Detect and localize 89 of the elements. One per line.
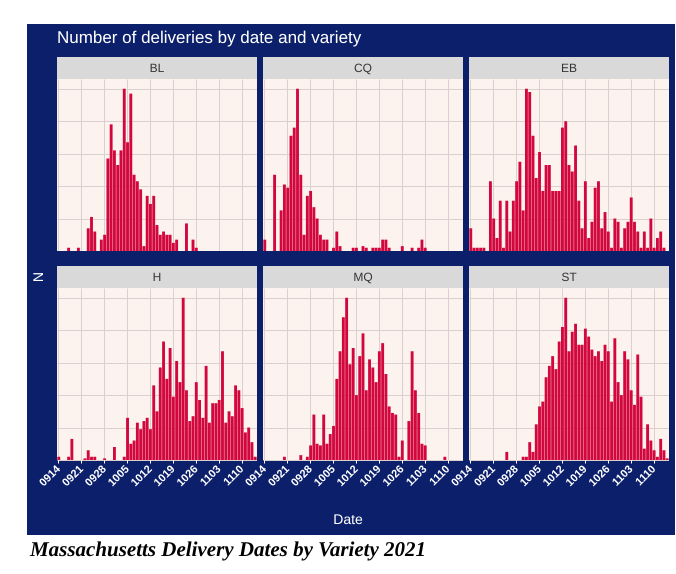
bar <box>282 456 286 460</box>
bar <box>362 246 364 251</box>
bar <box>642 232 646 251</box>
bar <box>488 181 492 251</box>
bar <box>574 324 577 460</box>
bar <box>204 366 208 460</box>
bar <box>345 298 348 460</box>
bar <box>476 248 479 251</box>
bar <box>659 438 662 460</box>
bar <box>584 328 587 460</box>
bar <box>162 232 165 251</box>
bar <box>623 351 626 460</box>
bar <box>410 248 414 251</box>
bar <box>371 248 374 251</box>
bar <box>282 184 286 251</box>
bar <box>584 181 587 251</box>
bar <box>175 361 178 460</box>
chart-title: ST <box>469 266 669 288</box>
bar <box>574 146 577 251</box>
bar <box>355 248 358 251</box>
text: Number of deliveries by date and variety <box>57 28 362 48</box>
bar <box>613 218 616 251</box>
text: Date <box>332 511 364 527</box>
bar <box>211 403 214 460</box>
bar <box>110 124 113 251</box>
bar <box>551 356 554 460</box>
bar <box>146 418 149 460</box>
bar <box>649 218 652 251</box>
bar <box>548 165 551 251</box>
bar <box>309 190 312 251</box>
bar <box>70 438 74 460</box>
bar <box>175 240 178 251</box>
bar <box>518 162 522 251</box>
bar <box>247 428 250 460</box>
bar <box>126 418 129 460</box>
bar <box>142 421 146 460</box>
bar <box>168 234 172 251</box>
bar <box>554 190 558 251</box>
bar <box>479 248 482 251</box>
bar <box>352 348 355 460</box>
bar <box>368 359 371 460</box>
bar <box>136 422 139 460</box>
chart-title: BL <box>57 57 257 79</box>
bar <box>228 411 230 460</box>
chart-title: EB <box>469 57 669 79</box>
bar <box>146 196 149 251</box>
bar <box>538 152 541 251</box>
bar <box>214 403 218 460</box>
bar <box>90 216 93 251</box>
bar <box>646 424 650 460</box>
bar <box>659 232 662 251</box>
bar <box>410 351 414 460</box>
bar <box>613 338 616 460</box>
bar <box>296 88 299 251</box>
bar <box>273 174 276 251</box>
bar <box>384 240 388 251</box>
bar <box>604 212 606 251</box>
bar <box>234 385 238 460</box>
bar <box>381 343 384 460</box>
bar <box>482 248 486 251</box>
bar <box>362 333 364 460</box>
bar <box>76 248 80 251</box>
bar <box>352 248 355 251</box>
chart-title: CQ <box>263 57 463 79</box>
bar <box>597 351 600 460</box>
bar <box>221 351 224 460</box>
bar <box>616 222 620 251</box>
text: N <box>30 272 46 282</box>
bar <box>604 344 606 460</box>
bar <box>443 456 446 460</box>
bar <box>524 88 528 251</box>
bar <box>162 342 165 460</box>
chart-title: MQ <box>263 266 463 288</box>
bar <box>326 240 328 251</box>
bar <box>312 414 316 460</box>
bar <box>420 240 424 251</box>
bar <box>522 456 525 460</box>
bar <box>544 165 548 251</box>
bar <box>112 447 116 460</box>
bar <box>185 223 188 251</box>
bar <box>168 348 172 460</box>
text: Massachusetts Delivery Dates by Variety 2021 <box>30 537 426 562</box>
bar <box>374 248 378 251</box>
bar <box>381 240 384 251</box>
bar <box>597 181 600 251</box>
bar <box>165 234 168 251</box>
bar <box>67 248 70 251</box>
bar <box>192 240 194 251</box>
chart-title: H <box>57 266 257 288</box>
